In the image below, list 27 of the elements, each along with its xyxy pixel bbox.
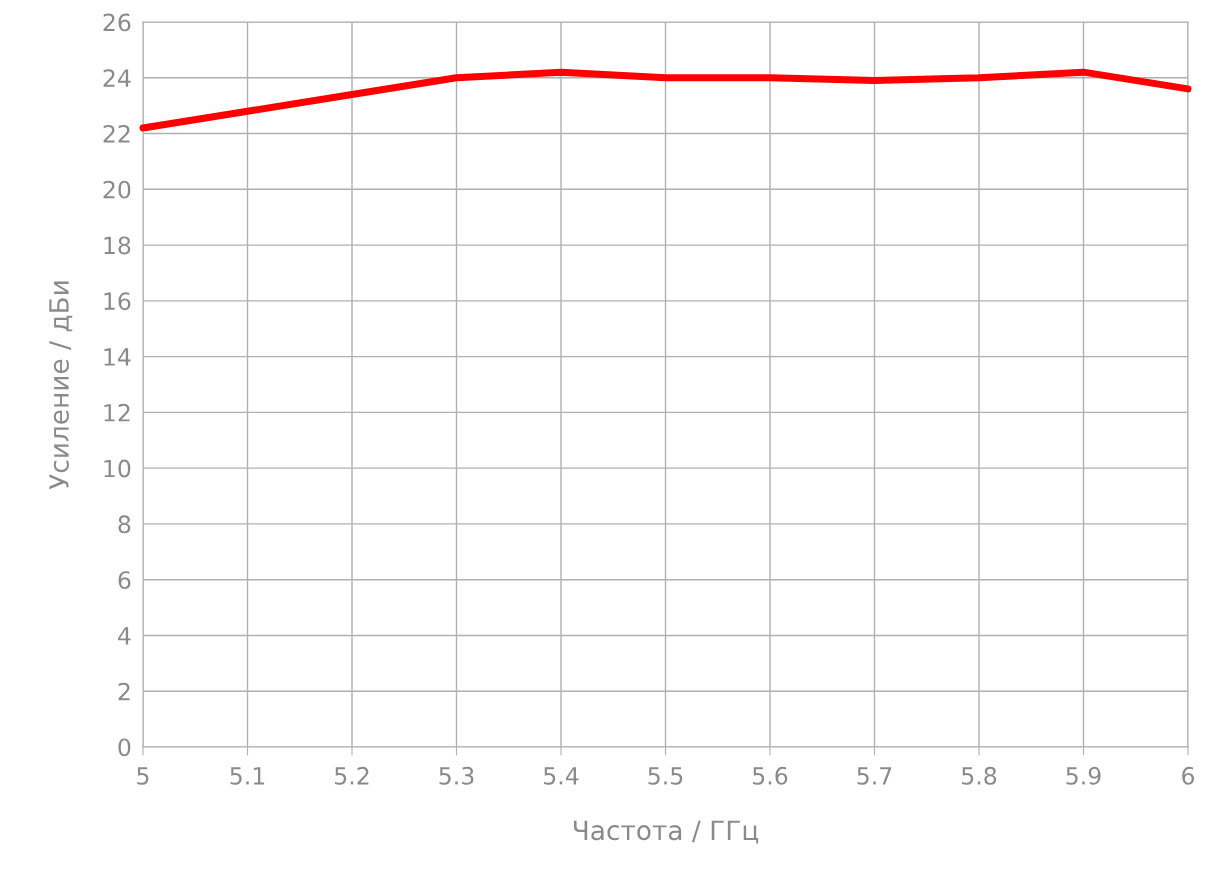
x-tick-label: 5.8 <box>962 766 997 785</box>
x-tick-label: 5.1 <box>230 767 265 785</box>
y-axis-title: Усиление / дБи <box>49 281 73 490</box>
y-tick-label: 10 <box>104 459 131 478</box>
x-axis-title: Частота / ГГц <box>573 820 759 844</box>
y-tick-label: 20 <box>103 180 131 199</box>
y-tick-label: 16 <box>104 292 131 311</box>
x-tick-label: 5.7 <box>857 767 892 785</box>
y-tick-label: 2 <box>118 682 130 701</box>
y-tick-label: 18 <box>104 236 131 255</box>
y-tick-label: 0 <box>118 738 131 757</box>
y-tick-label: 4 <box>118 627 131 645</box>
y-tick-label: 6 <box>118 571 131 589</box>
y-tick-label: 26 <box>103 13 131 32</box>
y-tick-label: 8 <box>118 515 131 534</box>
x-tick-label: 5.9 <box>1066 766 1101 785</box>
x-tick-label: 5 <box>137 767 149 785</box>
y-tick-label: 24 <box>103 69 131 87</box>
y-tick-label: 12 <box>104 403 130 422</box>
x-tick-label: 6 <box>1182 766 1195 785</box>
x-tick-label: 5.4 <box>544 767 579 785</box>
x-tick-label: 5.3 <box>439 766 474 785</box>
x-tick-label: 5.5 <box>648 767 683 785</box>
x-tick-label: 5.2 <box>335 766 369 785</box>
y-tick-label: 22 <box>103 124 130 143</box>
y-tick-label: 14 <box>104 348 131 366</box>
x-tick-label: 5.6 <box>753 766 788 785</box>
